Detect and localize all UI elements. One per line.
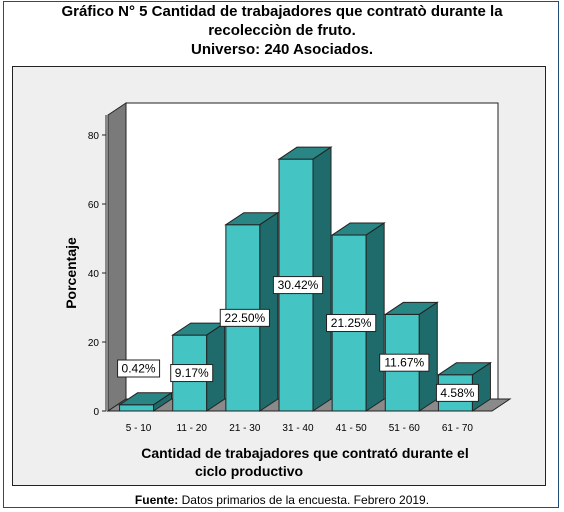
data-label: 4.58%	[440, 386, 474, 400]
data-label-box	[379, 353, 430, 372]
data-label-box	[170, 364, 214, 383]
data-label-box	[117, 359, 161, 378]
bar-chart: 0 20 40 60 80 Porcentaje 0.42% 5 - 10 9.17% 11 - …	[63, 102, 512, 479]
chart-title: Gráfico N° 5 Cantidad de trabajadores qu…	[0, 2, 564, 59]
x-tick-label: 11 - 20	[177, 423, 208, 434]
data-label-box	[435, 383, 479, 402]
source-note: Fuente: Datos primarios de la encuesta. …	[0, 493, 564, 507]
data-label: 21.25%	[331, 316, 372, 330]
bar-side	[206, 322, 226, 412]
x-tick-label: 61 - 70	[442, 423, 474, 434]
title-line-3: Universo: 240 Asociados.	[190, 41, 373, 58]
data-label: 22.50%	[225, 311, 266, 325]
y-axis-label: Porcentaje	[63, 237, 79, 309]
x-tick-label: 51 - 60	[389, 423, 421, 434]
bar	[119, 404, 155, 412]
x-tick-label: 21 - 30	[229, 423, 261, 434]
figure-frame	[3, 1, 559, 508]
data-label: 11.67%	[384, 356, 424, 370]
bar-side	[153, 391, 173, 412]
x-tick-label: 31 - 40	[282, 423, 314, 434]
y-tick-label: 40	[88, 269, 100, 280]
y-tick-label: 60	[88, 200, 100, 211]
data-label: 9.17%	[175, 366, 209, 380]
data-label: 0.42%	[122, 362, 156, 376]
chart-area: 0 20 40 60 80 Porcentaje 0.42% 5 - 10 9.17% 11 - …	[12, 66, 546, 486]
y-tick-label: 80	[88, 131, 100, 142]
source-text: Datos primarios de la encuesta. Febrero …	[178, 493, 430, 507]
x-tick-label: 5 - 10	[126, 423, 152, 434]
data-label-box	[326, 314, 377, 333]
x-axis-label-line1: Cantidad de trabajadores que contrató du…	[141, 445, 469, 461]
data-label: 30.42%	[278, 278, 319, 292]
data-label-box	[219, 308, 270, 327]
title-line-1: Gráfico N° 5 Cantidad de trabajadores qu…	[61, 3, 503, 20]
x-axis-label-line2: ciclo productivo	[195, 463, 303, 479]
y-tick-label: 20	[88, 338, 100, 349]
data-label-box	[272, 276, 324, 295]
x-tick-label: 41 - 50	[336, 423, 368, 434]
title-line-2: recolecciòn de fruto.	[208, 22, 356, 39]
source-label: Fuente:	[134, 493, 179, 507]
y-tick-label: 0	[93, 407, 99, 418]
